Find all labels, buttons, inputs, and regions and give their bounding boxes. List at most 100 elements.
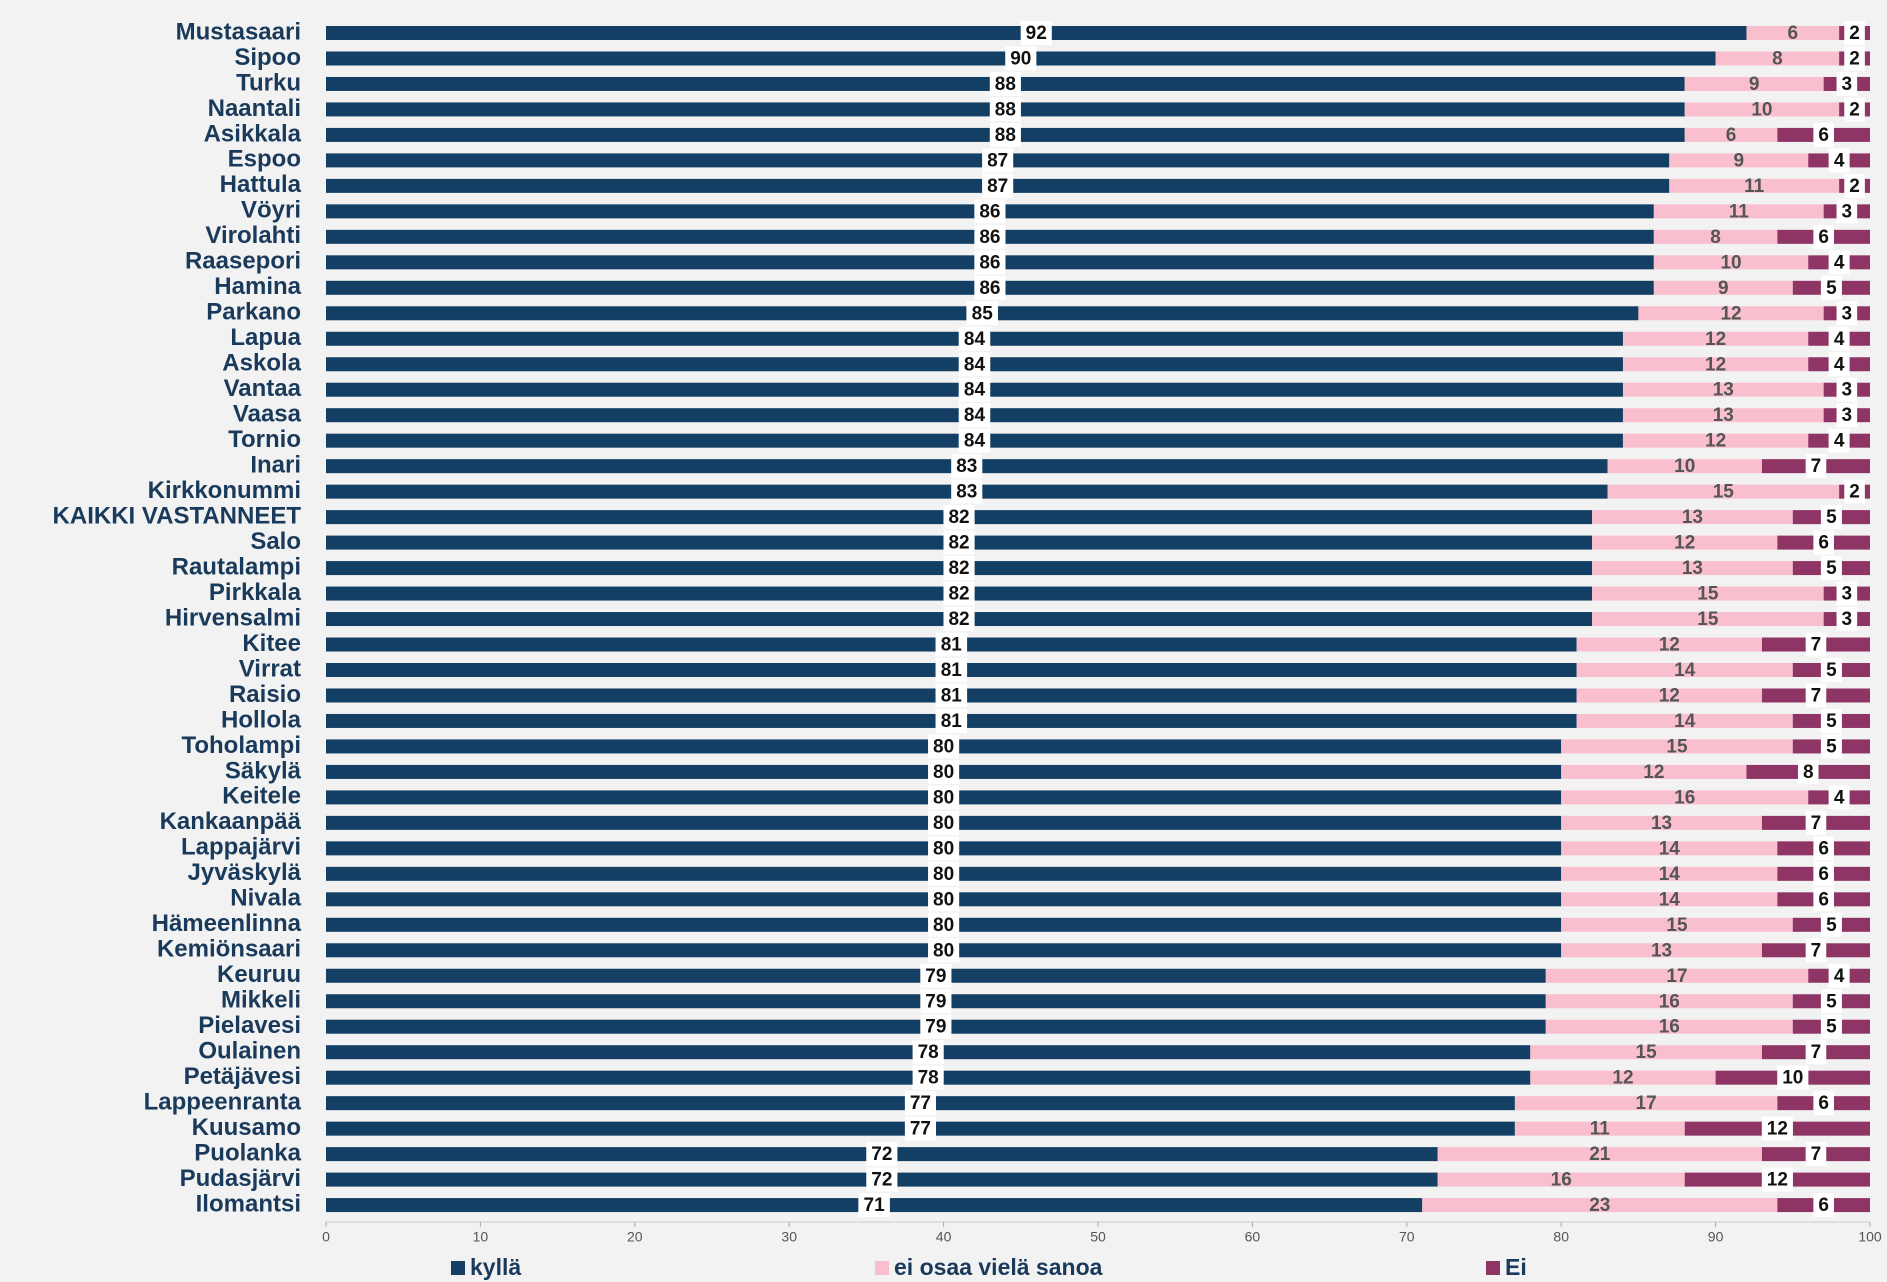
value-label: 79 [925,966,946,987]
bar-segment [1746,26,1840,40]
label-background [982,173,1014,198]
bar-segment [1592,561,1793,576]
label-background [974,250,1006,275]
value-label: 72 [871,1144,892,1165]
label-background [1820,734,1842,759]
label-background [920,1014,952,1039]
legend-swatch [1486,1261,1500,1275]
value-label: 80 [933,787,954,808]
value-label: 10 [1751,99,1772,120]
category-label: Kuusamo [192,1114,301,1141]
label-background [928,810,960,835]
value-label: 4 [1834,329,1845,350]
value-label: 10 [1720,252,1741,273]
value-label: 6 [1788,23,1799,44]
label-background [1828,785,1850,810]
bar-segment [1437,1147,1762,1162]
label-background [1844,46,1865,71]
label-background [1813,122,1834,147]
value-label: 3 [1842,405,1853,426]
category-label: Mustasaari [176,18,301,45]
bar-segment [1530,1070,1716,1085]
category-label: Mikkeli [221,987,301,1014]
bar-segment [1684,127,1778,142]
value-label: 23 [1589,1195,1610,1216]
value-label: 16 [1659,991,1680,1012]
bar-segment [1561,917,1793,932]
label-background [1836,71,1858,96]
label-background [1820,275,1842,300]
label-background [1813,1091,1834,1116]
label-background [989,71,1021,96]
category-label: Kirkkonummi [148,477,301,504]
category-label: Virrat [239,655,301,682]
x-tick-label: 70 [1399,1229,1415,1245]
value-label: 80 [933,940,954,961]
x-tick-label: 0 [322,1229,330,1245]
label-background [958,377,991,402]
value-label: 71 [864,1195,886,1216]
value-label: 4 [1834,354,1845,375]
value-label: 9 [1749,74,1760,95]
category-label: Hamina [214,273,301,300]
x-tick-label: 50 [1090,1229,1106,1245]
value-label: 12 [1767,1170,1788,1191]
value-label: 10 [1782,1068,1803,1089]
label-background [1844,21,1865,45]
bar-segment [1514,1121,1685,1136]
label-background [1813,887,1834,912]
label-background [1820,912,1842,937]
label-background [904,1091,937,1116]
value-label: 83 [956,456,977,477]
value-label: 14 [1674,711,1696,732]
label-background [974,275,1006,300]
label-background [1820,556,1842,581]
value-label: 6 [1818,889,1829,910]
value-label: 7 [1811,1042,1822,1063]
label-background [928,759,960,784]
label-background [1813,530,1834,555]
bar-segment [1592,535,1778,550]
category-label: Espoo [228,146,301,173]
category-label: Puolanka [194,1139,301,1166]
value-label: 88 [995,74,1016,95]
value-label: 83 [956,482,977,503]
label-background [1820,505,1842,530]
label-background [974,199,1006,224]
category-label: Ilomantsi [196,1190,301,1217]
value-label: 3 [1842,74,1853,95]
label-background [1761,1167,1793,1192]
label-background [1820,1014,1842,1039]
label-background [989,97,1021,122]
value-label: 7 [1811,456,1822,477]
value-label: 81 [941,711,963,732]
bar-segment [1561,943,1762,958]
label-background [935,658,968,682]
bar-segment [1561,790,1809,805]
value-label: 87 [987,176,1008,197]
value-label: 16 [1551,1170,1572,1191]
label-background [935,632,968,657]
value-label: 13 [1651,813,1672,834]
label-background [1813,836,1834,861]
value-label: 80 [933,889,954,910]
bar-segment [1576,688,1762,703]
bar-segment [1545,994,1793,1009]
label-background [1813,224,1834,249]
value-label: 3 [1842,201,1853,222]
category-label: Kitee [242,630,301,657]
value-label: 8 [1710,227,1721,248]
category-label: Hattula [220,171,302,198]
category-label: Nivala [230,885,301,912]
value-label: 6 [1818,864,1829,885]
value-label: 5 [1826,1017,1837,1038]
bar-segment [1622,408,1824,423]
label-background [1005,46,1037,71]
value-label: 5 [1826,915,1837,936]
value-label: 14 [1659,838,1681,859]
legend-label: ei osaa vielä sanoa [894,1254,1103,1280]
category-label: Askola [222,350,301,377]
label-background [928,912,960,937]
legend-label: kyllä [470,1254,521,1280]
value-label: 5 [1826,558,1837,579]
